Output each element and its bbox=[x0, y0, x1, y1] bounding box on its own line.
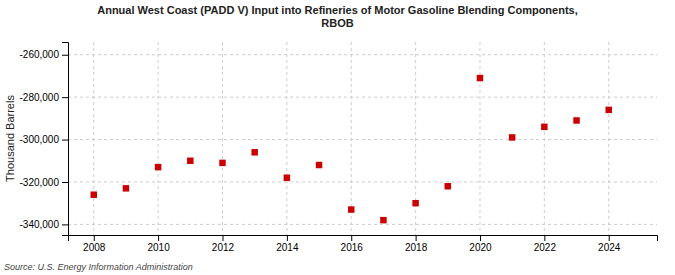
title: Annual West Coast (PADD V) Input into Re… bbox=[97, 4, 578, 29]
grid-line-x bbox=[158, 42, 159, 235]
x-tick: 2022 bbox=[534, 235, 557, 253]
y-tick-mark bbox=[62, 182, 68, 183]
point bbox=[251, 149, 257, 155]
point bbox=[316, 162, 322, 168]
y-axis-title: Thousand Barrels bbox=[4, 95, 16, 182]
x-tick-label: 2022 bbox=[534, 242, 557, 253]
y-tick-mark bbox=[62, 97, 68, 98]
x-axis: 2008 2010 2012 2014 2016 2018 2020 2022 2024 bbox=[69, 235, 658, 253]
x-tick-mark bbox=[544, 235, 545, 241]
x-tick-mark bbox=[222, 235, 223, 241]
point bbox=[477, 75, 483, 81]
title-line: Annual West Coast (PADD V) Input into Re… bbox=[97, 4, 578, 16]
point bbox=[541, 124, 547, 130]
x-tick-mark bbox=[480, 235, 481, 241]
point bbox=[123, 185, 129, 191]
y-tick: -260,000 bbox=[20, 49, 68, 60]
y-tick-label: -260,000 bbox=[20, 49, 60, 60]
y-tick-label: -320,000 bbox=[20, 177, 60, 188]
x-tick-mark bbox=[351, 235, 352, 241]
grid-line-x bbox=[608, 42, 609, 235]
y-axis: -340,000 -320,000 -300,000 -280,000 -260,000 bbox=[20, 43, 69, 236]
y-tick-mark bbox=[62, 224, 68, 225]
x-tick: 2018 bbox=[405, 235, 428, 253]
title-line: RBOB bbox=[321, 17, 353, 29]
y-tick: -320,000 bbox=[20, 177, 68, 188]
grid-line-x bbox=[544, 42, 545, 235]
y-tick: -300,000 bbox=[20, 134, 68, 145]
x-tick-mark bbox=[287, 235, 288, 241]
grid-line-y bbox=[68, 181, 657, 182]
x-tick: 2014 bbox=[276, 235, 299, 253]
x-tick-label: 2020 bbox=[469, 242, 492, 253]
point bbox=[91, 191, 97, 197]
x-tick-label: 2008 bbox=[83, 242, 106, 253]
grid-line-x bbox=[286, 42, 287, 235]
y-tick-mark bbox=[62, 55, 68, 56]
x-tick-mark bbox=[94, 235, 95, 241]
x-tick-label: 2012 bbox=[212, 242, 235, 253]
point bbox=[187, 158, 193, 164]
grid-line-x bbox=[222, 42, 223, 235]
point bbox=[155, 164, 161, 170]
grid bbox=[68, 42, 657, 235]
x-tick-label: 2016 bbox=[341, 242, 364, 253]
grid-line-x bbox=[351, 42, 352, 235]
y-tick: -340,000 bbox=[20, 219, 68, 230]
x-tick: 2024 bbox=[598, 235, 621, 253]
point bbox=[605, 107, 611, 113]
grid-line-x bbox=[93, 42, 94, 235]
grid-line-y bbox=[68, 139, 657, 140]
grid-line-x bbox=[479, 42, 480, 235]
y-tick-label: -340,000 bbox=[20, 219, 60, 230]
grid-line-y bbox=[68, 97, 657, 98]
marks bbox=[91, 75, 612, 224]
y-tick-mark bbox=[62, 140, 68, 141]
x-tick: 2008 bbox=[83, 235, 106, 253]
point bbox=[412, 200, 418, 206]
source: Source: U.S. Energy Information Administ… bbox=[4, 262, 193, 272]
y-tick-label: -300,000 bbox=[20, 134, 60, 145]
x-tick-label: 2018 bbox=[405, 242, 428, 253]
x-tick-mark bbox=[609, 235, 610, 241]
x-tick-label: 2024 bbox=[598, 242, 621, 253]
y-axis-line bbox=[62, 43, 69, 236]
plot: 2008 2010 2012 2014 2016 2018 2020 2022 2024 -340… bbox=[20, 42, 658, 253]
chart: Annual West Coast (PADD V) Input into Re… bbox=[0, 0, 675, 275]
point bbox=[284, 174, 290, 180]
x-tick: 2012 bbox=[212, 235, 235, 253]
x-tick-mark bbox=[158, 235, 159, 241]
x-tick-label: 2014 bbox=[276, 242, 299, 253]
x-tick: 2020 bbox=[469, 235, 492, 253]
x-tick-mark bbox=[416, 235, 417, 241]
point bbox=[380, 217, 386, 223]
grid-line-y bbox=[68, 224, 657, 225]
y-tick: -280,000 bbox=[20, 92, 68, 103]
point bbox=[219, 160, 225, 166]
point bbox=[445, 183, 451, 189]
point bbox=[348, 206, 354, 212]
point bbox=[573, 117, 579, 123]
x-tick: 2016 bbox=[341, 235, 364, 253]
x-axis-line bbox=[69, 236, 658, 242]
x-tick-label: 2010 bbox=[147, 242, 170, 253]
x-tick: 2010 bbox=[147, 235, 170, 253]
grid-line-y bbox=[68, 54, 657, 55]
point bbox=[509, 134, 515, 140]
y-tick-label: -280,000 bbox=[20, 92, 60, 103]
